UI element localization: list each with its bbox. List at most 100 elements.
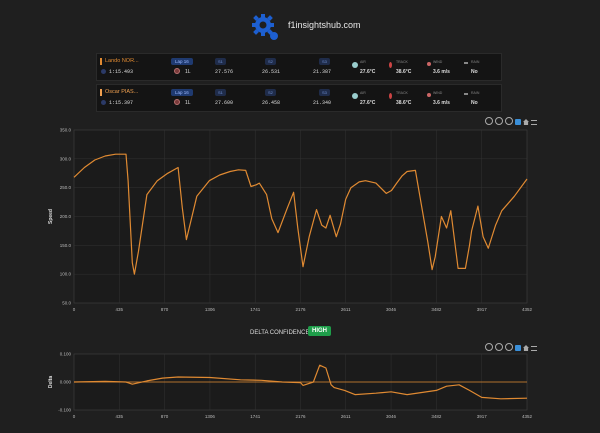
air-temp-label: AIR [360, 60, 366, 64]
driver-name: Lando NOR... [105, 58, 139, 64]
driver-color-bar [100, 58, 102, 65]
x-tick-label: 870 [161, 414, 169, 419]
tyre-icon [174, 68, 180, 74]
tyre-life: 1L [185, 100, 191, 106]
series-line [73, 364, 528, 400]
x-tick-label: 3482 [431, 414, 442, 419]
delta-confidence-label: DELTA CONFIDENCE: [250, 330, 312, 336]
air-temp-icon [352, 62, 358, 68]
wind-speed: 3.6 m/s [433, 100, 450, 106]
home-icon[interactable] [523, 119, 529, 125]
y-tick-label: 150.0 [60, 243, 72, 248]
rain: No [471, 100, 478, 106]
x-tick-label: 2611 [341, 414, 351, 419]
x-tick-label: 4352 [522, 414, 533, 419]
driver-row: Oscar PIAS... 1:15.397 Lap 16 1L S1 27.6… [96, 84, 502, 112]
delta-confidence-badge: HIGH [308, 326, 331, 336]
wind-speed: 3.6 m/s [433, 69, 450, 75]
gear-logo-icon [252, 14, 278, 40]
x-tick-label: 3046 [386, 307, 397, 312]
pan-hand-icon[interactable] [515, 345, 521, 351]
sector-1-badge: S1 [215, 58, 226, 65]
x-tick-label: 1741 [250, 307, 261, 312]
zoom-in-icon[interactable] [485, 117, 493, 125]
air-temp: 27.6°C [360, 100, 376, 106]
wind-label: WIND [433, 91, 443, 95]
driver-name: Oscar PIAS... [105, 89, 139, 95]
y-tick-label: 0.100 [60, 352, 72, 357]
delta-chart-toolbar [483, 343, 537, 353]
tyre-icon [174, 99, 180, 105]
sector-3-time: 21.387 [313, 69, 332, 75]
clock-icon [101, 100, 106, 105]
y-tick-label: 250.0 [60, 185, 72, 190]
y-tick-label: -0.100 [58, 408, 71, 413]
x-tick-label: 0 [73, 414, 76, 419]
lap-badge: Lap 16 [171, 58, 193, 65]
zoom-out-icon[interactable] [495, 343, 503, 351]
lap-time: 1:15.493 [109, 69, 134, 75]
rain-icon [464, 93, 468, 95]
x-tick-label: 435 [116, 307, 124, 312]
lap-time: 1:15.397 [109, 100, 134, 106]
zoom-in-icon[interactable] [485, 343, 493, 351]
speed-chart-toolbar [483, 117, 537, 127]
sector-1-time: 27.576 [215, 69, 234, 75]
x-tick-label: 3046 [386, 414, 397, 419]
home-icon[interactable] [523, 345, 529, 351]
delta-chart[interactable]: -0.100 0.000 0.100 0 435 870 1306 1741 2176 2611 3… [0, 348, 600, 428]
wind-icon [427, 93, 431, 97]
driver-color-bar [100, 89, 102, 96]
rain: No [471, 69, 478, 75]
sector-3-badge: S3 [319, 58, 330, 65]
x-tick-label: 2611 [341, 307, 351, 312]
wind-label: WIND [433, 60, 443, 64]
sector-2-badge: S2 [265, 89, 276, 96]
x-tick-label: 4352 [522, 307, 533, 312]
track-temp-icon [389, 62, 392, 68]
track-temp: 38.6°C [396, 69, 412, 75]
y-tick-label: 0.000 [60, 380, 72, 385]
y-axis-label: Delta [48, 376, 54, 388]
track-temp-label: TRACK [396, 60, 408, 64]
clock-icon [101, 69, 106, 74]
y-tick-label: 300.0 [60, 156, 72, 161]
x-tick-label: 2176 [295, 414, 306, 419]
x-tick-label: 3917 [477, 307, 488, 312]
x-tick-label: 2176 [295, 307, 306, 312]
pan-hand-icon[interactable] [515, 119, 521, 125]
rain-icon [464, 62, 468, 64]
track-temp-label: TRACK [396, 91, 408, 95]
rain-label: RAIN [471, 60, 480, 64]
air-temp-label: AIR [360, 91, 366, 95]
x-tick-label: 3917 [477, 414, 488, 419]
menu-icon[interactable] [531, 346, 537, 351]
sector-2-time: 26.458 [262, 100, 281, 106]
site-header: f1insightshub.com [0, 0, 600, 52]
x-tick-label: 870 [161, 307, 169, 312]
sector-2-badge: S2 [265, 58, 276, 65]
driver-row: Lando NOR... 1:15.493 Lap 16 1L S1 27.57… [96, 53, 502, 81]
track-temp: 38.6°C [396, 100, 412, 106]
air-temp-icon [352, 93, 358, 99]
sector-3-time: 21.340 [313, 100, 332, 106]
site-name[interactable]: f1insightshub.com [288, 20, 361, 30]
magnify-icon[interactable] [505, 117, 513, 125]
tyre-life: 1L [185, 69, 191, 75]
speed-chart[interactable]: 50.0 100.0 150.0 200.0 250.0 300.0 350.0 0 435 87… [0, 122, 600, 322]
x-tick-label: 1306 [205, 414, 216, 419]
x-tick-label: 1306 [205, 307, 216, 312]
zoom-out-icon[interactable] [495, 117, 503, 125]
magnify-icon[interactable] [505, 343, 513, 351]
y-tick-label: 200.0 [60, 214, 72, 219]
sector-3-badge: S3 [319, 89, 330, 96]
y-tick-label: 50.0 [62, 301, 71, 306]
x-tick-label: 0 [73, 307, 76, 312]
y-tick-label: 350.0 [60, 128, 72, 133]
y-axis-label: Speed [48, 209, 54, 224]
rain-label: RAIN [471, 91, 480, 95]
menu-icon[interactable] [531, 120, 537, 125]
series-line [73, 153, 528, 275]
air-temp: 27.6°C [360, 69, 376, 75]
x-tick-label: 3482 [431, 307, 442, 312]
